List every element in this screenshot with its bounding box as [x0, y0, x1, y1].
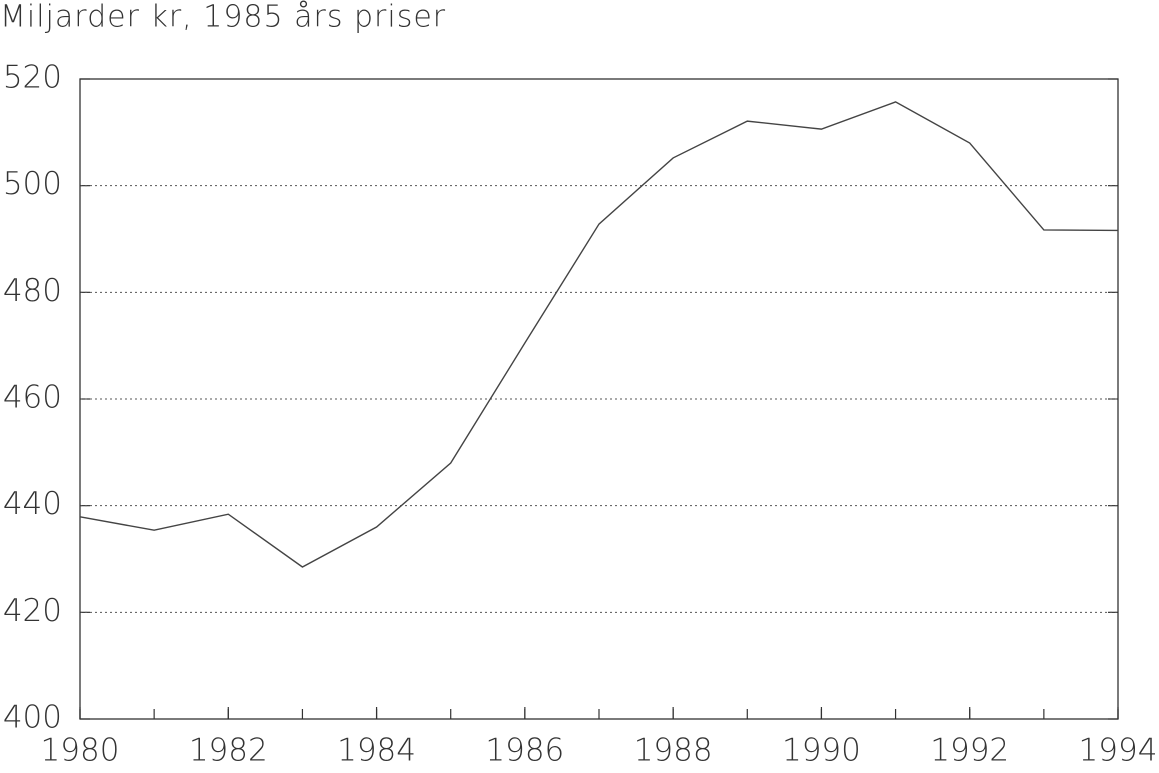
y-tick-label: 440: [3, 486, 62, 522]
y-tick-label: 520: [3, 60, 62, 96]
x-tick-label: 1992: [930, 733, 1009, 769]
x-tick-label: 1990: [782, 733, 861, 769]
plot-frame: [79, 78, 1119, 720]
x-tick-label: 1980: [41, 733, 120, 769]
y-tick-label: 460: [3, 380, 62, 416]
x-tick-label: 1982: [189, 733, 268, 769]
x-tick-label: 1988: [634, 733, 713, 769]
x-tick-label: 1986: [485, 733, 564, 769]
line-series: [79, 101, 1119, 568]
y-tick-label: 420: [3, 593, 62, 629]
chart-title: Miljarder kr, 1985 års priser: [0, 0, 446, 35]
y-tick-label: 500: [3, 166, 62, 202]
x-tick-label: 1984: [337, 733, 416, 769]
x-tick-label: 1994: [1079, 733, 1158, 769]
y-tick-label: 400: [3, 700, 62, 736]
y-tick-label: 480: [3, 273, 62, 309]
